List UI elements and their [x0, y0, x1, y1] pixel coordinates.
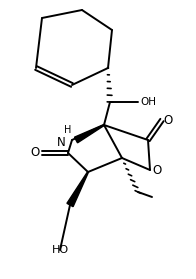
Text: H: H	[64, 125, 72, 135]
Text: HO: HO	[52, 245, 69, 255]
Text: OH: OH	[140, 97, 156, 107]
Polygon shape	[74, 124, 104, 143]
Text: N: N	[57, 136, 66, 150]
Text: O: O	[31, 146, 40, 160]
Text: O: O	[163, 114, 172, 126]
Text: O: O	[152, 163, 161, 177]
Polygon shape	[67, 172, 88, 207]
